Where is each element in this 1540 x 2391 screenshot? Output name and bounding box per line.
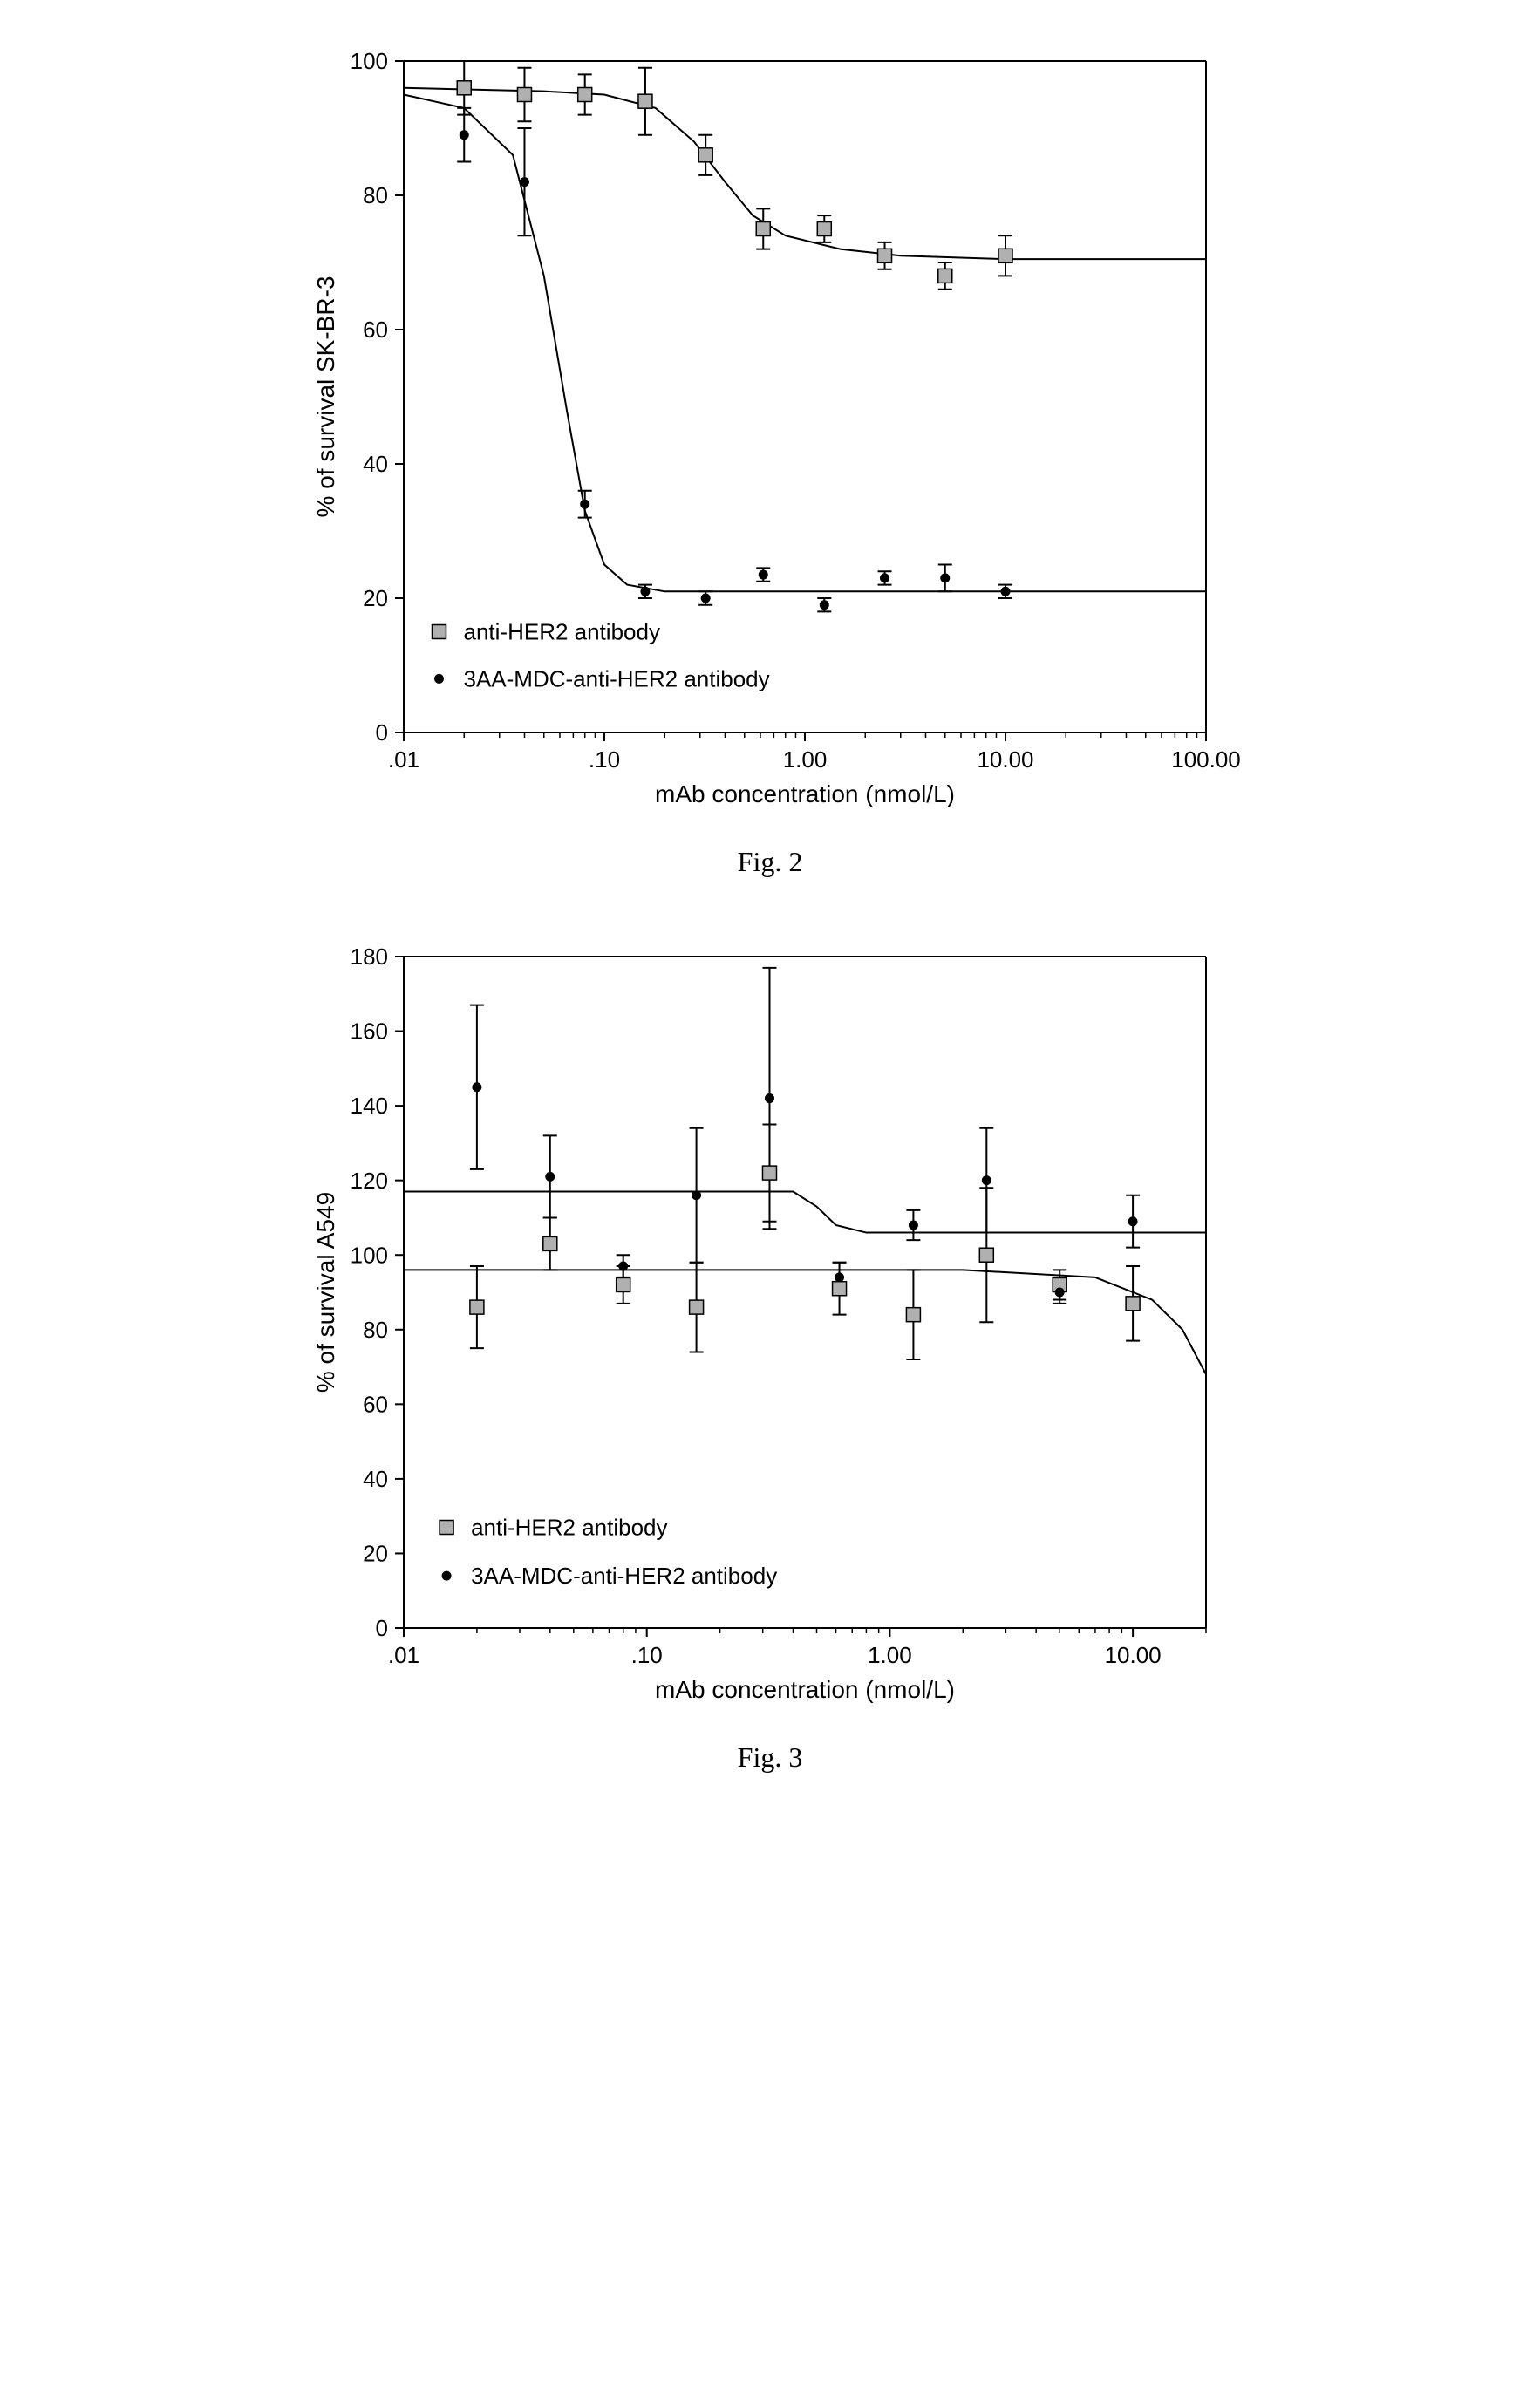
- svg-text:0: 0: [376, 1615, 388, 1641]
- svg-text:1.00: 1.00: [783, 746, 828, 773]
- svg-text:140: 140: [351, 1093, 388, 1119]
- svg-text:.01: .01: [388, 1642, 419, 1668]
- svg-text:10.00: 10.00: [1105, 1642, 1162, 1668]
- svg-text:160: 160: [351, 1018, 388, 1045]
- figure-3-caption: Fig. 3: [738, 1741, 803, 1774]
- svg-text:anti-HER2 antibody: anti-HER2 antibody: [471, 1515, 667, 1541]
- figure-2-chart: 0 20 40 60 80 100 .01 .10 1.00 10.00 100.00 mAb con…: [290, 35, 1250, 820]
- svg-text:3AA-MDC-anti-HER2 antibody: 3AA-MDC-anti-HER2 antibody: [464, 666, 770, 692]
- svg-text:180: 180: [351, 943, 388, 970]
- figure-3-block: 0 20 40 60 80 100 120 140 160 180 .01 .10 1.00 10.00 m…: [290, 930, 1250, 1774]
- svg-text:.10: .10: [589, 746, 620, 773]
- svg-text:120: 120: [351, 1168, 388, 1194]
- page-container: 0 20 40 60 80 100 .01 .10 1.00 10.00 100.00 mAb con…: [0, 35, 1540, 1774]
- svg-text:60: 60: [363, 317, 388, 343]
- svg-text:80: 80: [363, 182, 388, 208]
- svg-text:40: 40: [363, 1466, 388, 1492]
- svg-text:0: 0: [376, 719, 388, 746]
- svg-text:.01: .01: [388, 746, 419, 773]
- svg-text:% of survival SK-BR-3: % of survival SK-BR-3: [312, 276, 339, 518]
- svg-text:10.00: 10.00: [977, 746, 1033, 773]
- svg-text:100: 100: [351, 48, 388, 74]
- svg-text:60: 60: [363, 1391, 388, 1417]
- svg-text:.10: .10: [631, 1642, 663, 1668]
- svg-text:3AA-MDC-anti-HER2 antibody: 3AA-MDC-anti-HER2 antibody: [471, 1563, 777, 1589]
- svg-text:mAb concentration (nmol/L): mAb concentration (nmol/L): [655, 1676, 955, 1703]
- svg-text:1.00: 1.00: [868, 1642, 912, 1668]
- figure-3-chart: 0 20 40 60 80 100 120 140 160 180 .01 .10 1.00 10.00 m…: [290, 930, 1250, 1715]
- figure-2-block: 0 20 40 60 80 100 .01 .10 1.00 10.00 100.00 mAb con…: [290, 35, 1250, 878]
- svg-text:anti-HER2 antibody: anti-HER2 antibody: [464, 619, 660, 645]
- svg-text:100.00: 100.00: [1171, 746, 1241, 773]
- svg-text:40: 40: [363, 451, 388, 477]
- svg-text:% of survival A549: % of survival A549: [312, 1192, 339, 1393]
- svg-text:20: 20: [363, 585, 388, 611]
- figure-2-caption: Fig. 2: [738, 846, 803, 878]
- svg-text:100: 100: [351, 1242, 388, 1268]
- svg-text:mAb concentration (nmol/L): mAb concentration (nmol/L): [655, 780, 955, 807]
- svg-text:80: 80: [363, 1317, 388, 1343]
- svg-text:20: 20: [363, 1541, 388, 1567]
